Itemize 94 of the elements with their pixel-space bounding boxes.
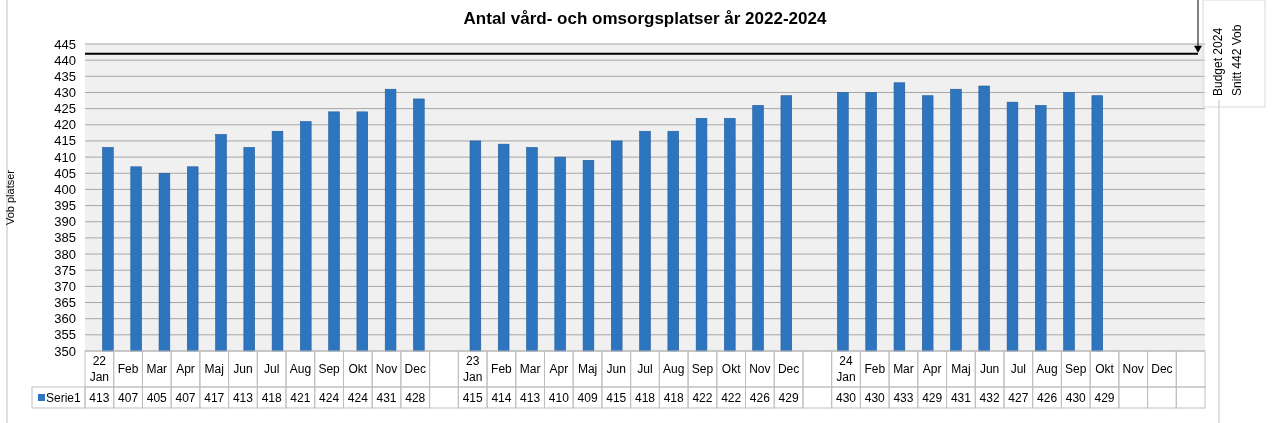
data-label: 421	[290, 391, 311, 406]
data-label: 431	[376, 391, 397, 406]
y-tick-label: 375	[54, 262, 76, 278]
data-label: 415	[606, 391, 627, 406]
data-label: 413	[232, 391, 254, 406]
data-label: 405	[146, 391, 168, 406]
data-label: 418	[261, 391, 282, 406]
y-tick-label: 405	[54, 165, 76, 181]
y-tick-label: 385	[54, 230, 76, 246]
x-tick-label: Sep	[691, 362, 714, 377]
y-tick-label: 355	[54, 327, 76, 343]
ref-line-label: Budget 2024 Snitt 442 Vob	[1211, 24, 1244, 96]
x-tick-label: Aug	[1036, 362, 1058, 377]
x-tick-label: Okt	[1095, 362, 1115, 377]
x-tick-label: Okt	[348, 362, 368, 377]
legend-label: Serie1	[46, 391, 82, 406]
x-tick-label: Nov	[749, 362, 771, 377]
x-tick-label: Maj	[204, 362, 224, 377]
data-label: 413	[520, 391, 541, 406]
data-label: 424	[347, 391, 369, 406]
data-label: 429	[922, 391, 943, 406]
x-tick-label: Jul	[1010, 362, 1027, 377]
data-label: 426	[749, 391, 771, 406]
y-tick-label: 430	[54, 85, 76, 101]
x-tick-label: Okt	[721, 362, 742, 377]
data-label: 413	[89, 391, 110, 406]
y-tick-label: 365	[54, 295, 76, 311]
data-label: 426	[1037, 391, 1058, 406]
data-label: 409	[577, 391, 598, 406]
x-tick-label: Feb	[864, 362, 886, 377]
x-tick-label: Mar	[893, 362, 914, 377]
x-tick-label: 23 Jan	[463, 354, 483, 385]
y-tick-label: 400	[54, 181, 76, 197]
data-label: 418	[634, 391, 656, 406]
y-tick-label: 420	[54, 117, 76, 133]
y-axis-title: Vob platser	[4, 169, 16, 226]
x-tick-label: Maj	[577, 362, 598, 377]
data-label: 414	[491, 391, 512, 406]
y-tick-label: 380	[54, 246, 76, 262]
x-tick-label: Dec	[777, 362, 800, 377]
x-tick-label: Jul	[263, 362, 280, 377]
y-tick-label: 350	[54, 343, 76, 359]
y-tick-label: 370	[54, 278, 76, 294]
x-tick-label: Nov	[1122, 362, 1144, 377]
data-label: 415	[462, 391, 484, 406]
chart-title: Antal vård- och omsorgsplatser år 2022-2024	[463, 9, 827, 28]
data-label: 430	[864, 391, 886, 406]
data-label: 430	[836, 391, 857, 406]
x-tick-label: Aug	[663, 362, 685, 377]
x-tick-label: 24 Jan	[836, 354, 856, 385]
x-tick-label: Sep	[1065, 362, 1087, 377]
y-tick-label: 360	[54, 311, 76, 327]
data-label: 418	[663, 391, 685, 406]
x-tick-label: Dec	[1151, 362, 1173, 377]
x-tick-label: Jun	[606, 362, 626, 377]
data-label: 424	[319, 391, 340, 406]
y-tick-label: 410	[54, 149, 76, 165]
data-label: 428	[405, 391, 426, 406]
x-tick-label: Nov	[375, 362, 398, 377]
x-tick-label: Jun	[233, 362, 253, 377]
data-label: 422	[692, 391, 713, 406]
x-tick-label: Jun	[979, 362, 1000, 377]
data-label: 432	[979, 391, 1000, 406]
x-tick-label: Sep	[318, 362, 341, 377]
y-tick-label: 440	[54, 52, 76, 68]
data-label: 417	[204, 391, 225, 406]
data-label: 431	[950, 391, 972, 406]
x-tick-label: Feb	[117, 362, 139, 377]
x-tick-label: Apr	[922, 362, 942, 377]
x-tick-label: Dec	[404, 362, 426, 377]
data-label: 429	[1094, 391, 1115, 406]
x-tick-label: Maj	[951, 362, 971, 377]
x-tick-label: Mar	[146, 362, 168, 377]
x-tick-label: Aug	[289, 362, 312, 377]
x-tick-label: Apr	[549, 362, 569, 377]
data-label: 427	[1008, 391, 1029, 406]
y-tick-label: 435	[54, 68, 76, 84]
data-label: 410	[548, 391, 570, 406]
x-tick-label: Apr	[176, 362, 195, 377]
data-label: 422	[721, 391, 742, 406]
y-tick-label: 390	[54, 214, 76, 230]
data-label: 429	[778, 391, 799, 406]
x-tick-label: Jul	[637, 362, 653, 377]
y-tick-label: 445	[54, 36, 76, 52]
y-tick-label: 425	[54, 101, 76, 117]
y-tick-label: 415	[54, 133, 76, 149]
data-label: 433	[893, 391, 914, 406]
x-tick-label: Mar	[519, 362, 541, 377]
x-tick-label: 22 Jan	[89, 354, 110, 385]
x-tick-label: Feb	[491, 362, 513, 377]
data-label: 430	[1065, 391, 1087, 406]
data-label: 407	[118, 391, 139, 406]
data-label: 407	[175, 391, 196, 406]
y-tick-label: 395	[54, 198, 76, 214]
